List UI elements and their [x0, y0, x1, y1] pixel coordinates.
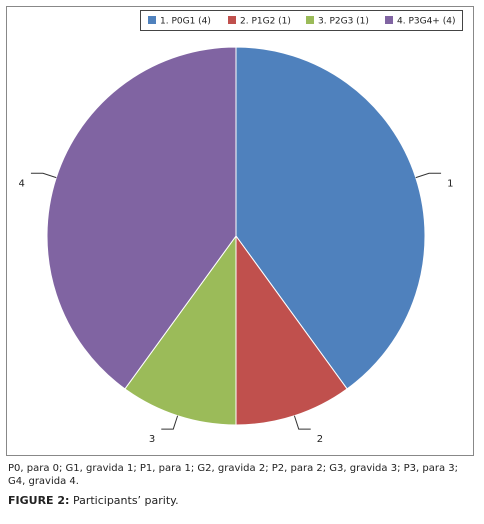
- slice-label: 3: [149, 434, 155, 445]
- legend-label: 4. P3G4+ (4): [397, 17, 455, 27]
- chart: 1 2 3 4 1. P0G1 (4) 2. P1G2 (1) 3. P2G3 (1) 4. …: [6, 6, 474, 456]
- leader-line: [30, 172, 57, 179]
- legend-swatch: [148, 16, 156, 24]
- legend-swatch: [306, 16, 314, 24]
- legend-label: 1. P0G1 (4): [160, 17, 211, 27]
- legend-swatch: [385, 16, 393, 24]
- pie-slice: [124, 234, 237, 426]
- figure-caption: FIGURE 2: Participants’ parity.: [8, 494, 474, 507]
- legend-swatch: [228, 16, 236, 24]
- caption-note: P0, para 0; G1, gravida 1; P1, para 1; G…: [8, 463, 458, 487]
- slice-label: 1: [447, 178, 453, 189]
- legend-label: 2. P1G2 (1): [240, 17, 291, 27]
- leader-line: [415, 172, 442, 179]
- legend-box: [140, 10, 463, 31]
- pie-slice: [235, 234, 348, 426]
- pie-slice: [46, 46, 237, 390]
- slice-label: 2: [317, 434, 323, 445]
- pie-slice: [235, 46, 426, 390]
- figure-title: Participants’ parity.: [72, 494, 179, 507]
- slice-label: 4: [19, 178, 25, 189]
- figure-label: FIGURE 2:: [8, 494, 70, 507]
- leader-line: [293, 415, 311, 430]
- caption: P0, para 0; G1, gravida 1; P1, para 1; G…: [8, 462, 474, 507]
- leader-line: [161, 415, 179, 430]
- legend-label: 3. P2G3 (1): [318, 17, 369, 27]
